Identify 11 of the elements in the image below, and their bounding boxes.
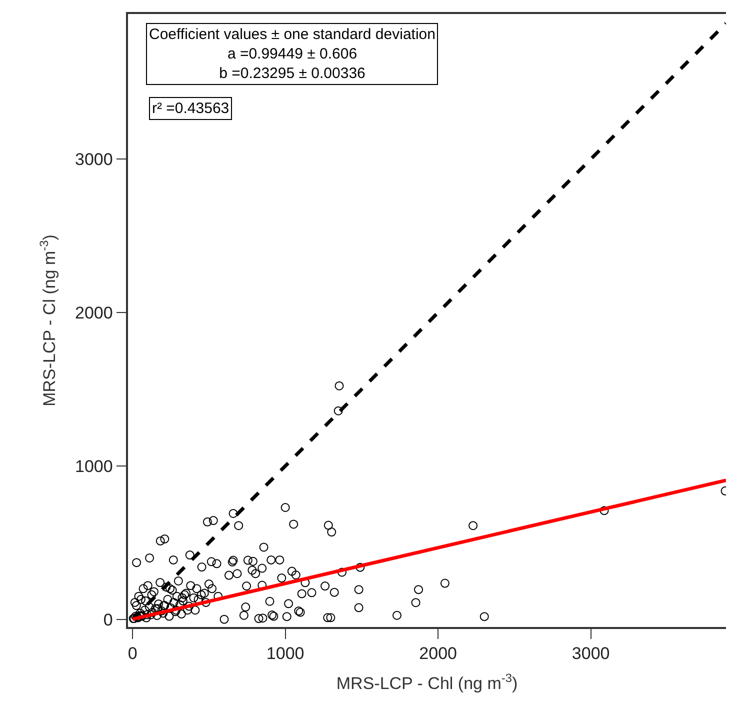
annotation: Coefficient values ± one standard deviation a =0.99449 ± 0.606 b =0.23295 ± 0.00336 (149, 26, 436, 82)
annotation: r² =0.43563 (152, 100, 230, 117)
y-tick-label: 3000 (75, 150, 113, 170)
y-tick-label: 2000 (75, 303, 113, 322)
x-tick-label: 3000 (572, 644, 610, 664)
x-axis-title: MRS-LCP - Chl (ng m$^{-3}$) (336, 670, 518, 694)
x-tick-label: 2000 (419, 644, 457, 664)
y-tick-label: 0 (103, 610, 113, 630)
y-tick-label: 1000 (75, 456, 113, 476)
x-tick-label: 0 (128, 644, 138, 664)
x-tick-label: 1000 (266, 644, 304, 664)
